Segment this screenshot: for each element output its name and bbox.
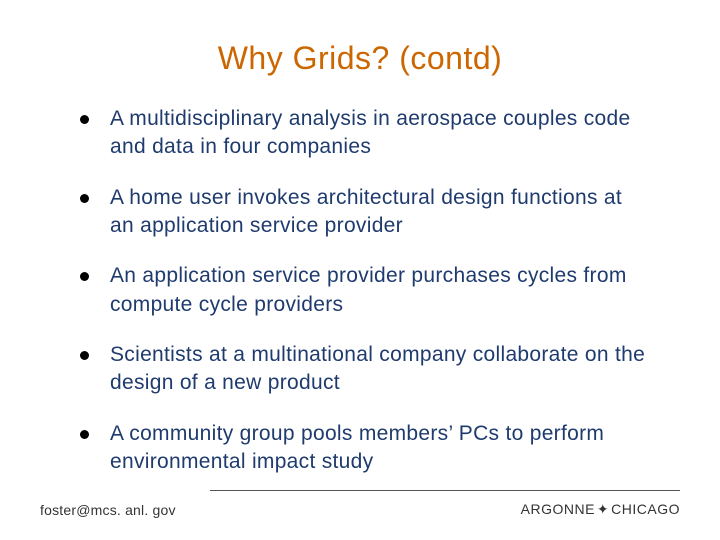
divider [210,490,680,491]
org-left: ARGONNE [521,501,595,517]
slide: Why Grids? (contd) A multidisciplinary a… [0,0,720,540]
org-right: CHICAGO [611,501,680,517]
bullet-list: A multidisciplinary analysis in aerospac… [50,105,670,476]
footer-row: foster@mcs. anl. gov ARGONNE✦CHICAGO [40,501,680,518]
cross-icon: ✦ [595,501,611,518]
bullet-item: An application service provider purchase… [80,262,650,319]
bullet-item: A home user invokes architectural design… [80,184,650,241]
slide-footer: foster@mcs. anl. gov ARGONNE✦CHICAGO [0,490,720,518]
bullet-item: Scientists at a multinational company co… [80,341,650,398]
bullet-item: A community group pools members’ PCs to … [80,420,650,477]
footer-email: foster@mcs. anl. gov [40,502,176,518]
footer-org: ARGONNE✦CHICAGO [521,501,680,518]
bullet-item: A multidisciplinary analysis in aerospac… [80,105,650,162]
slide-title: Why Grids? (contd) [50,40,670,77]
